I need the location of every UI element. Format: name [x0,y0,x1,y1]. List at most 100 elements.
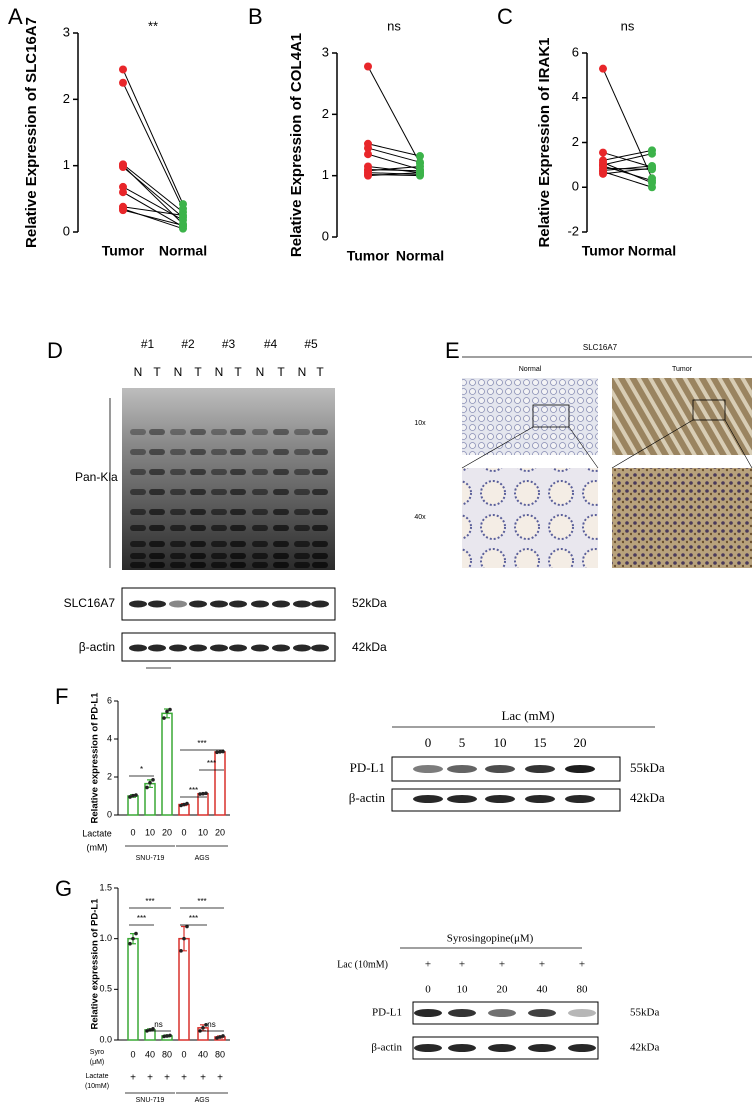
significance: * [140,765,143,774]
blot-band [294,525,310,531]
pair-line [367,172,421,177]
significance: ns [621,18,635,33]
y-tick-label: 4 [107,733,112,743]
blot-band [565,765,595,773]
x-tick-label: 40 [145,1049,155,1059]
blot-band [190,525,206,531]
blot-band [252,541,268,547]
blot-band [294,562,310,568]
data-point [648,164,656,173]
data-point [128,795,132,799]
blot-band [130,509,146,515]
row-label: PD-L1 [350,760,385,775]
x-tick-label: 0 [181,1049,186,1059]
x-tick-label: Normal [396,248,444,264]
x-tick-label: Normal [628,243,676,259]
lane-label: N [256,365,265,379]
blot-band [413,795,443,803]
y-tick-label: 0.5 [99,984,112,994]
x-row-label: (μM) [90,1059,105,1066]
blot-band [211,525,227,531]
blot-band [312,429,328,435]
blot-band [189,644,207,652]
blot-band [149,562,165,568]
blot-band [525,795,555,803]
blot-band [525,765,555,773]
data-point [131,793,135,798]
data-point [134,931,138,936]
size-label: 52kDa [352,596,387,610]
size-label: 42kDa [630,790,665,805]
blot-band [210,644,228,652]
blot-band [170,509,186,515]
blot-band [211,469,227,475]
lane-label: 15 [534,735,547,750]
data-point [648,178,656,187]
blot-band [312,562,328,568]
blot-band [190,429,206,435]
significance: ns [387,18,401,33]
x-tick-label: 0 [130,1049,135,1059]
row-label: 10x [414,420,426,427]
blot-band [293,600,311,608]
data-point [179,803,183,808]
blot-band [565,795,595,803]
y-tick-label: 0 [572,179,579,194]
panel-letter: B [248,4,263,29]
sample-label: #4 [264,337,278,351]
data-point [148,780,152,785]
size-label: 42kDa [630,1042,659,1054]
x-row-label: (10mM) [85,1083,109,1090]
blot-band [190,489,206,495]
blot-band [311,600,329,608]
data-point [119,78,127,87]
pair-line [602,149,653,161]
sample-label: #2 [181,337,195,351]
pair-line [122,186,184,221]
blot-band [170,469,186,475]
panel-letter: F [55,684,68,709]
data-point [215,750,219,755]
blot-band [170,553,186,559]
blot-band [273,562,289,568]
column-label: Normal [519,366,542,373]
significance: *** [189,914,198,923]
x-tick-label: 20 [162,827,172,837]
micrograph [462,378,598,455]
blot-title: Syrosingopine(μM) [447,933,534,945]
data-point [119,188,127,197]
blot-band [230,562,246,568]
size-label: 42kDa [352,640,387,654]
treatment-mark: + [459,959,465,971]
data-point [182,802,186,807]
pair-line [122,191,184,228]
data-point [162,716,166,720]
blot-band [414,1009,442,1017]
data-point [648,149,656,158]
blot-band [189,600,207,608]
row-label: PD-L1 [372,1007,402,1019]
x-tick-label: 0 [181,827,186,837]
row-label: β-actin [349,790,386,805]
blot-band [149,525,165,531]
panel-letter: G [55,876,72,901]
significance: *** [145,897,154,906]
bar [127,795,139,816]
pair-line [367,66,421,164]
x-tick-label: 10 [145,827,155,837]
blot-band [312,553,328,559]
blot-band [252,562,268,568]
lane-label: T [194,365,202,379]
blot-band [294,429,310,435]
row-label: β-actin [371,1042,402,1054]
blot-band [230,489,246,495]
blot-band [230,553,246,559]
blot-band [414,1044,442,1052]
inset-box [532,404,570,428]
x-tick-label: Tumor [102,243,145,259]
data-point [165,1034,169,1038]
data-point [201,791,205,796]
micrograph [462,468,598,568]
data-point [221,1034,225,1038]
lane-label: T [277,365,285,379]
